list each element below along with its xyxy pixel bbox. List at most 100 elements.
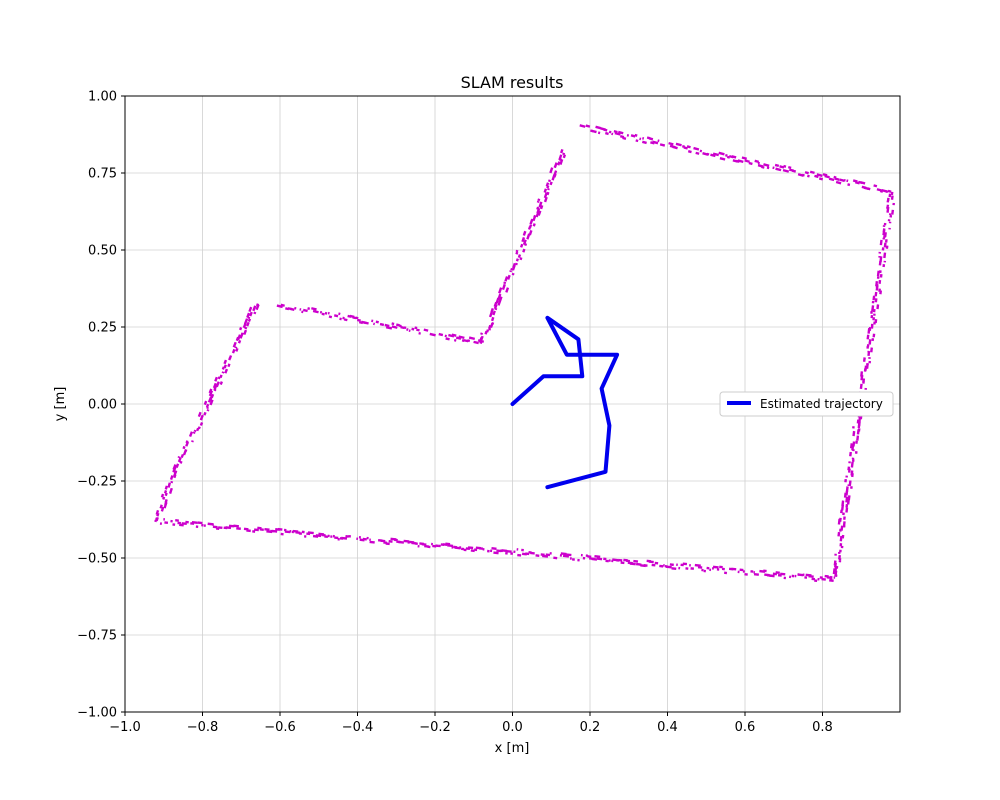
- map-point: [833, 576, 836, 579]
- map-point: [706, 152, 710, 156]
- map-point: [777, 573, 782, 577]
- map-point: [246, 321, 250, 327]
- map-point: [301, 530, 305, 534]
- map-point: [597, 131, 601, 135]
- map-point: [634, 133, 638, 137]
- map-point: [175, 463, 180, 468]
- map-point: [791, 169, 797, 173]
- map-point: [182, 445, 186, 450]
- map-point: [319, 310, 323, 314]
- map-point: [519, 243, 524, 248]
- map-point: [345, 535, 349, 538]
- map-point: [562, 554, 570, 558]
- map-point: [411, 327, 415, 331]
- map-point: [474, 548, 478, 552]
- map-point: [818, 177, 824, 181]
- map-point: [501, 283, 506, 291]
- map-point: [553, 556, 558, 560]
- map-point: [234, 346, 238, 349]
- map-point: [212, 382, 217, 389]
- map-point: [172, 464, 177, 470]
- map-point: [866, 334, 870, 340]
- map-point: [870, 314, 874, 319]
- map-point: [883, 235, 886, 239]
- map-point: [763, 163, 770, 167]
- map-point: [847, 495, 851, 501]
- map-point: [886, 204, 890, 207]
- map-point: [264, 527, 270, 531]
- map-point: [851, 473, 854, 478]
- map-point: [235, 347, 239, 352]
- map-point: [388, 540, 393, 543]
- map-point: [543, 196, 548, 203]
- map-point: [280, 303, 285, 307]
- map-point: [772, 572, 778, 576]
- map-point: [291, 530, 295, 534]
- map-point: [521, 548, 524, 552]
- map-point: [558, 154, 563, 161]
- map-point: [519, 257, 523, 261]
- map-point: [804, 576, 808, 579]
- map-point: [221, 371, 225, 374]
- map-point: [845, 486, 849, 493]
- map-point: [191, 440, 194, 443]
- map-point: [608, 130, 612, 134]
- map-point: [333, 314, 339, 318]
- map-point: [871, 338, 875, 342]
- map-point: [852, 449, 855, 452]
- map-point: [294, 306, 297, 310]
- map-point: [236, 334, 242, 341]
- y-axis: −1.00 −0.75 −0.50 −0.25 0.00 0.25 0.50 0.75 1.00: [77, 90, 125, 721]
- map-point: [719, 156, 726, 161]
- map-point: [608, 559, 611, 562]
- map-point: [490, 549, 493, 553]
- map-point: [180, 453, 185, 459]
- map-point: [172, 523, 176, 526]
- map-point: [879, 290, 883, 295]
- map-point: [170, 519, 173, 523]
- map-point: [663, 564, 665, 567]
- map-point: [843, 492, 847, 498]
- map-point: [648, 137, 654, 141]
- map-point: [859, 383, 863, 390]
- map-point: [431, 542, 433, 546]
- map-point: [724, 571, 728, 575]
- map-point: [526, 233, 531, 240]
- map-point: [377, 538, 383, 542]
- map-point: [712, 152, 720, 157]
- map-point: [492, 310, 496, 316]
- map-point: [504, 276, 509, 282]
- x-tick-label: 0.6: [735, 720, 756, 735]
- map-point: [860, 375, 864, 381]
- map-point: [485, 329, 490, 333]
- map-point: [868, 342, 872, 345]
- map-point: [577, 558, 580, 562]
- map-point: [709, 568, 712, 572]
- map-point: [611, 559, 614, 563]
- map-point: [873, 321, 876, 325]
- map-point: [432, 544, 437, 548]
- map-point: [429, 332, 436, 337]
- map-point: [725, 153, 728, 157]
- map-point: [817, 577, 820, 581]
- map-point: [701, 568, 704, 572]
- map-point: [232, 524, 235, 528]
- map-point: [718, 151, 725, 156]
- map-point: [328, 315, 333, 319]
- map-point: [164, 521, 169, 524]
- map-point: [774, 163, 780, 168]
- map-point: [764, 573, 770, 577]
- map-point: [473, 340, 479, 345]
- map-point: [490, 316, 495, 322]
- map-point: [872, 295, 876, 301]
- map-point: [728, 567, 734, 571]
- y-tick-label: 0.00: [88, 398, 117, 413]
- map-point: [582, 556, 586, 560]
- map-point: [840, 504, 845, 511]
- map-point: [864, 387, 868, 390]
- map-point: [569, 557, 572, 560]
- map-point: [497, 293, 502, 300]
- trajectory-layer: [510, 315, 620, 490]
- map-point: [307, 307, 311, 310]
- map-point: [855, 440, 858, 444]
